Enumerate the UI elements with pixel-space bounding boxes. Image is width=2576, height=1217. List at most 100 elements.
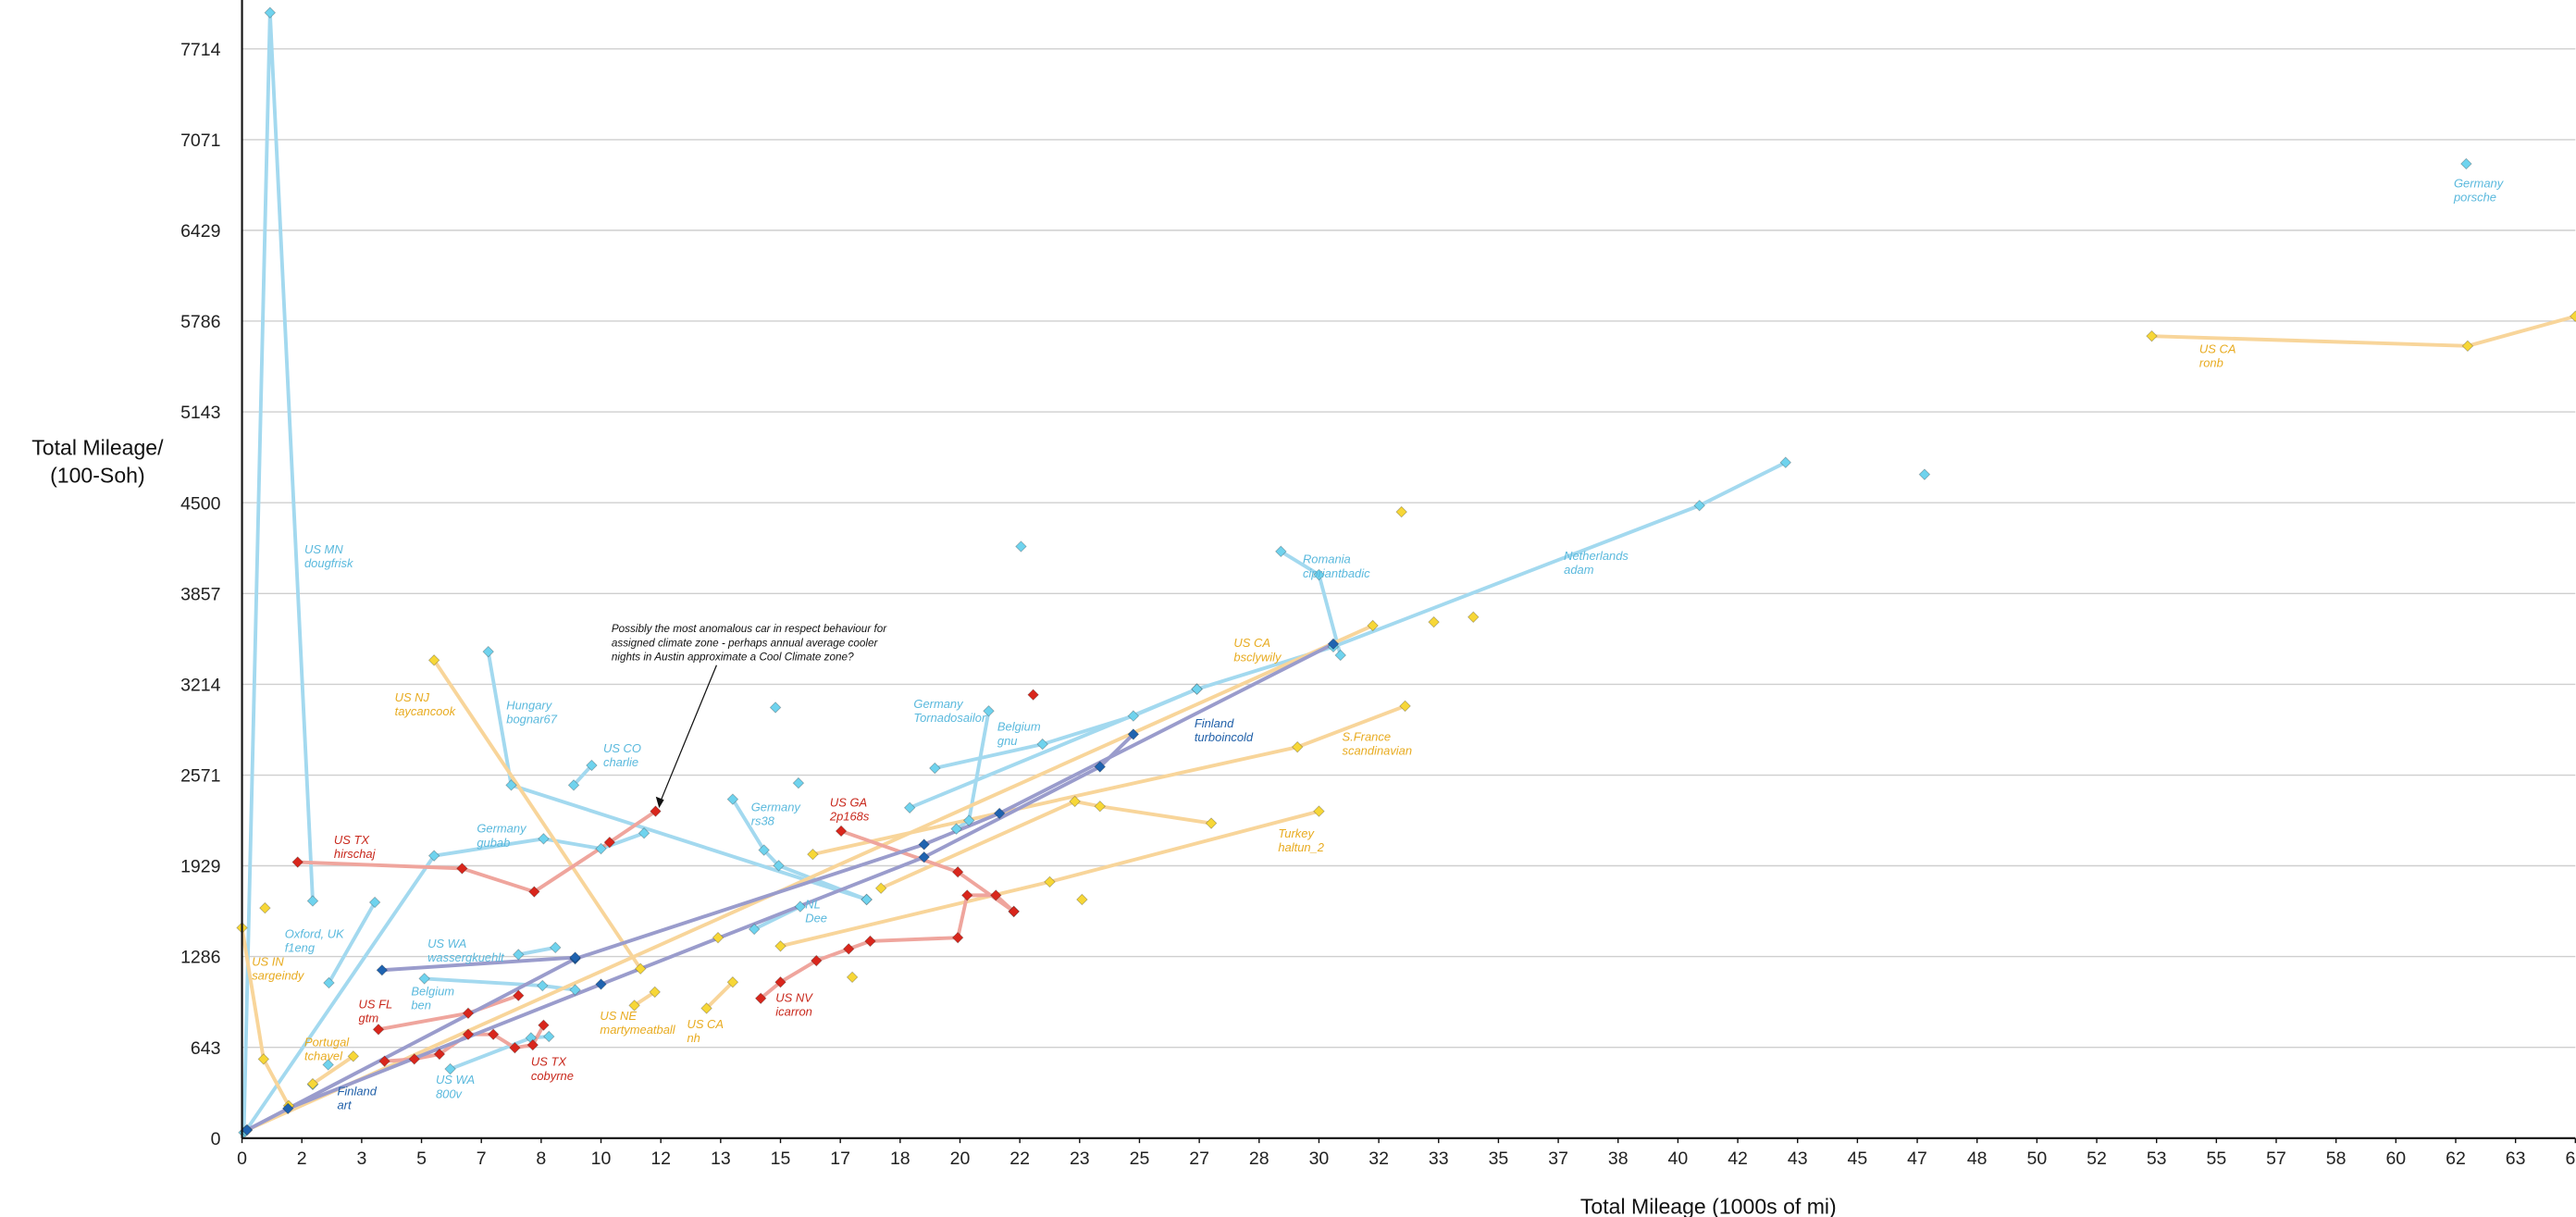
series-user: ronb [2199, 356, 2223, 370]
marker [291, 856, 304, 868]
series-region: US GA [830, 795, 867, 809]
marker [512, 949, 525, 961]
marker [433, 1048, 446, 1061]
series-user: Dee [805, 911, 827, 925]
marker [512, 989, 525, 1002]
marker [603, 836, 616, 849]
marker [726, 975, 739, 988]
marker [1693, 499, 1705, 512]
series-region: US NE [600, 1009, 637, 1023]
marker [1779, 456, 1792, 469]
marker [1327, 638, 1340, 651]
series-region: Germany [477, 822, 527, 836]
marker [542, 1030, 555, 1043]
series-user: gnu [997, 734, 1018, 748]
marker [509, 1041, 521, 1054]
marker [774, 975, 786, 988]
series-line [517, 945, 556, 957]
marker [567, 779, 580, 791]
series-user: tchavel [304, 1049, 343, 1063]
series-region: US NJ [395, 690, 430, 704]
x-tick-label: 12 [650, 1149, 671, 1169]
marker [748, 923, 761, 936]
marker [1127, 710, 1140, 722]
series-region: US TX [531, 1055, 567, 1069]
series-line [934, 687, 1198, 770]
marker [444, 1062, 456, 1075]
y-tick-label: 643 [191, 1038, 221, 1059]
y-tick-label: 0 [211, 1129, 221, 1149]
series-line [311, 1054, 354, 1086]
series-region: US IN [252, 954, 284, 968]
x-tick-label: 55 [2206, 1149, 2226, 1169]
marker [726, 793, 739, 805]
marker [378, 1055, 390, 1067]
marker [487, 1028, 500, 1040]
series-region: Germany [913, 697, 964, 711]
series-user: f1eng [285, 940, 316, 954]
x-tick-label: 40 [1668, 1149, 1689, 1169]
marker [1094, 761, 1107, 773]
marker [638, 826, 650, 839]
series-region: US TX [334, 833, 370, 847]
series-user: art [337, 1099, 353, 1112]
x-tick-label: 20 [950, 1149, 971, 1169]
marker [347, 1050, 360, 1062]
marker [861, 893, 873, 906]
series-lines [240, 10, 2576, 1133]
x-tick-label: 30 [1309, 1149, 1330, 1169]
x-tick-label: 35 [1489, 1149, 1509, 1169]
series-region: US NV [775, 991, 813, 1005]
series-region: US CA [687, 1017, 724, 1031]
annotation: assigned climate zone - perhaps annual a… [612, 637, 879, 649]
x-tick-label: 63 [2506, 1149, 2526, 1169]
marker [376, 963, 389, 976]
marker [650, 805, 662, 817]
marker [259, 901, 271, 914]
y-tick-label: 3214 [180, 676, 221, 696]
marker [960, 889, 973, 901]
series-user: taycancook [395, 704, 457, 718]
x-tick-label: 53 [2147, 1149, 2167, 1169]
series-region: US CO [603, 741, 641, 755]
x-tick-label: 57 [2266, 1149, 2286, 1169]
marker [462, 1028, 475, 1040]
annotation-arrow [658, 664, 718, 805]
marker [322, 1059, 334, 1071]
x-tick-label: 47 [1907, 1149, 1927, 1169]
x-tick-label: 60 [2385, 1149, 2406, 1169]
series-user: bsclywily [1233, 650, 1282, 664]
marker [1313, 805, 1325, 817]
marker [773, 860, 785, 872]
series-region: Finland [1195, 716, 1234, 730]
marker [1275, 545, 1287, 558]
y-tick-label: 4500 [180, 493, 221, 514]
marker [526, 1038, 539, 1051]
marker [482, 645, 495, 658]
series-region: Hungary [506, 699, 552, 713]
marker [649, 986, 662, 999]
x-tick-label: 32 [1368, 1149, 1389, 1169]
series-user: cobyrne [531, 1069, 574, 1083]
x-tick-label: 65 [2565, 1149, 2576, 1169]
marker [306, 895, 319, 907]
series-region: S.France [1343, 729, 1392, 743]
x-tick-label: 7 [477, 1149, 487, 1169]
series-region: Oxford, UK [285, 926, 345, 940]
x-tick-label: 62 [2446, 1149, 2466, 1169]
marker [241, 1124, 254, 1136]
marker [306, 1077, 319, 1090]
marker [1044, 875, 1056, 888]
marker [2146, 329, 2158, 342]
marker [1467, 611, 1480, 624]
marker [549, 941, 562, 954]
x-tick-label: 5 [416, 1149, 427, 1169]
marker [918, 838, 930, 851]
series-region: Portugal [304, 1035, 350, 1049]
x-tick-label: 28 [1249, 1149, 1269, 1169]
marker [1191, 683, 1203, 695]
marker [368, 896, 381, 909]
x-tick-label: 15 [771, 1149, 791, 1169]
series-line [327, 901, 377, 984]
